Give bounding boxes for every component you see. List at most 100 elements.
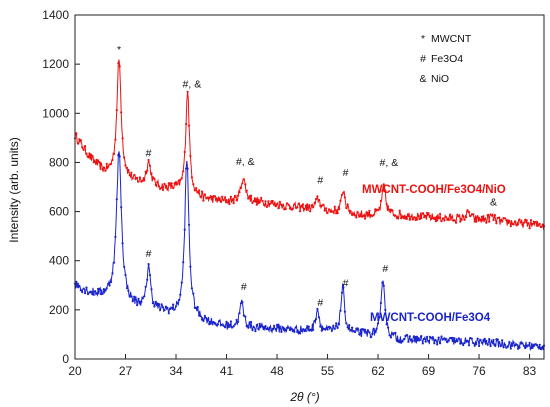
data-point <box>79 139 82 142</box>
data-point <box>267 328 270 331</box>
data-point <box>353 330 357 334</box>
data-point <box>307 205 310 208</box>
data-point <box>226 201 230 204</box>
data-point <box>428 214 432 217</box>
data-point <box>294 326 297 329</box>
data-point <box>151 176 154 179</box>
data-point <box>310 204 313 207</box>
data-point <box>118 65 121 68</box>
data-point <box>441 217 445 220</box>
data-point <box>381 189 384 192</box>
data-point <box>133 174 136 177</box>
data-point <box>300 204 303 207</box>
data-point <box>225 199 228 202</box>
data-point <box>512 341 515 344</box>
data-point <box>488 338 491 341</box>
data-point <box>76 282 79 285</box>
data-point <box>408 335 411 338</box>
data-point <box>224 196 227 199</box>
data-point <box>85 152 88 155</box>
data-point <box>255 324 258 327</box>
data-point <box>316 307 319 311</box>
legend-symbol: # <box>420 53 426 65</box>
data-point <box>136 304 139 307</box>
data-point <box>196 305 199 309</box>
data-point <box>112 261 116 264</box>
data-point <box>335 322 338 325</box>
data-point <box>423 216 426 219</box>
legend-label: MWCNT <box>431 33 472 45</box>
data-point <box>420 335 423 338</box>
data-point <box>376 322 380 325</box>
data-point <box>427 339 430 343</box>
data-point <box>110 280 113 283</box>
data-point <box>333 327 336 330</box>
data-point <box>400 217 403 220</box>
data-point <box>499 219 502 222</box>
data-point <box>159 308 162 312</box>
data-point <box>107 282 110 285</box>
data-point <box>483 217 486 220</box>
data-point <box>524 346 527 350</box>
tick-labels: 20 27 34 41 48 55 62 69 76 83 0 200 400 600 800 1000 120… <box>42 8 536 378</box>
data-point <box>94 290 97 293</box>
data-point <box>388 334 391 337</box>
data-point <box>189 154 192 158</box>
data-point <box>258 201 261 204</box>
data-point <box>493 343 496 346</box>
data-point <box>228 202 231 206</box>
data-point <box>271 327 274 330</box>
data-point <box>160 303 163 306</box>
data-point <box>447 339 450 342</box>
data-point <box>82 148 85 151</box>
y-tick-label: 1200 <box>42 57 69 71</box>
data-point <box>476 337 479 340</box>
data-point <box>224 326 227 329</box>
data-point <box>291 207 294 210</box>
data-point <box>319 325 322 328</box>
data-point <box>143 179 146 182</box>
data-point <box>329 326 332 329</box>
data-point <box>512 223 515 226</box>
data-point <box>366 211 369 214</box>
data-point <box>376 208 380 211</box>
peak-annotation: #, & <box>380 157 399 169</box>
data-point <box>274 205 277 208</box>
data-point <box>234 195 237 198</box>
data-point <box>159 187 162 190</box>
data-point <box>232 202 235 205</box>
y-axis-title: Intensity (arb. units) <box>7 137 21 242</box>
data-point <box>436 219 439 222</box>
data-point <box>202 199 205 202</box>
data-point <box>421 342 424 345</box>
data-point <box>115 109 118 112</box>
data-point <box>131 177 134 180</box>
data-point <box>161 188 165 192</box>
data-point <box>241 301 244 304</box>
data-point <box>465 216 468 219</box>
data-point <box>333 205 336 208</box>
data-point <box>121 242 124 245</box>
peak-annotation: # <box>146 147 152 159</box>
data-point <box>79 289 82 292</box>
data-point <box>200 318 204 321</box>
data-point <box>375 327 378 330</box>
data-point <box>78 284 81 287</box>
data-point <box>297 202 300 205</box>
y-tick-label: 600 <box>49 205 69 219</box>
data-point <box>387 326 390 329</box>
data-point <box>112 152 116 155</box>
data-point <box>398 209 401 212</box>
data-point <box>75 132 78 135</box>
data-point <box>146 169 149 172</box>
data-point <box>509 347 512 350</box>
data-point <box>456 340 459 343</box>
data-point <box>313 319 316 322</box>
data-point <box>287 203 290 206</box>
data-point <box>300 329 303 332</box>
data-point <box>378 316 381 319</box>
data-point <box>247 197 250 200</box>
data-point <box>411 339 414 343</box>
data-point <box>479 338 482 341</box>
x-tick-label: 34 <box>169 364 183 378</box>
